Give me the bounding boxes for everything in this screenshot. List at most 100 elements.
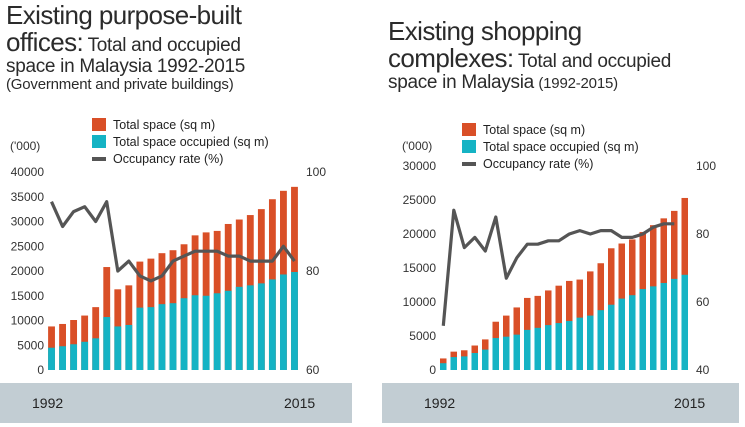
title-rest: Total and occupied xyxy=(517,51,672,73)
occupied-space-bar xyxy=(257,283,265,370)
legend-label: Total space (sq m) xyxy=(113,118,215,132)
occupied-space-bar xyxy=(103,317,111,370)
footer-band xyxy=(0,383,352,423)
occupied-space-bar xyxy=(48,347,55,370)
y-tick-label: 5000 xyxy=(409,329,436,343)
occupied-space-bar xyxy=(534,327,542,370)
occupied-space-bar xyxy=(125,324,133,370)
occupied-space-bar xyxy=(114,326,122,370)
legend-line-swatch xyxy=(462,162,476,166)
occupied-space-bar xyxy=(202,295,210,370)
unit-label: ('000) xyxy=(402,139,432,153)
y-tick-label: 0 xyxy=(429,363,436,377)
occupied-space-bar xyxy=(246,285,254,370)
occupied-space-bar xyxy=(450,357,458,370)
occupied-space-bar xyxy=(158,304,166,370)
legend-label: Total space (sq m) xyxy=(483,123,585,137)
footer-band xyxy=(382,383,739,423)
y-tick-label: 25000 xyxy=(11,239,45,253)
shopping-chart-svg: Total space (sq m) Total space occupied (… xyxy=(382,123,739,423)
occupied-space-bar xyxy=(481,349,489,370)
y-tick-label: 10000 xyxy=(11,314,45,328)
y2-tick-label: 100 xyxy=(306,165,326,179)
y-tick-label: 0 xyxy=(37,363,44,377)
chart-subtitle: (Government and private buildings) xyxy=(6,75,234,93)
offices-chart-svg: Total space (sq m) Total space occupied (… xyxy=(0,118,352,423)
occupied-space-bar xyxy=(618,298,626,370)
title-big-2: offices: xyxy=(6,27,84,58)
legend-label: Total space occupied (sq m) xyxy=(483,140,639,154)
occupied-space-bar xyxy=(136,307,144,370)
x-start-label: 1992 xyxy=(424,395,455,411)
y2-tick-label: 60 xyxy=(696,295,710,309)
occupied-space-bar xyxy=(235,286,243,370)
occupied-space-bar xyxy=(649,286,657,370)
legend-swatch xyxy=(92,118,106,131)
occupied-space-bar xyxy=(523,329,531,370)
offices-chart-panel: Existing purpose-built offices: Total an… xyxy=(0,0,360,427)
occupied-space-bar xyxy=(513,334,521,370)
occupied-space-bar xyxy=(169,303,177,370)
occupied-space-bar xyxy=(639,289,647,370)
occupancy-rate-line xyxy=(441,208,675,326)
y-tick-label: 15000 xyxy=(11,289,45,303)
title-big: Existing purpose-built xyxy=(6,0,242,30)
shopping-chart-title: Existing shopping complexes: Total and o… xyxy=(388,16,672,93)
occupied-space-bar xyxy=(460,356,468,370)
occupied-space-bar xyxy=(70,344,78,370)
occupied-space-bar xyxy=(92,338,100,370)
chart-subtitle: (1992-2015) xyxy=(538,74,618,92)
occupied-space-bar xyxy=(681,274,689,370)
occupied-space-bar xyxy=(555,323,563,370)
legend-label: Total space occupied (sq m) xyxy=(113,135,269,149)
shopping-chart-panel: Existing shopping complexes: Total and o… xyxy=(382,0,745,427)
y-tick-label: 30000 xyxy=(403,159,437,173)
y-tick-label: 10000 xyxy=(403,295,437,309)
occupied-space-bar xyxy=(439,363,447,370)
legend-line-swatch xyxy=(92,157,106,161)
legend-label: Occupancy rate (%) xyxy=(113,152,223,166)
y-tick-label: 20000 xyxy=(403,227,437,241)
occupied-space-bar xyxy=(576,317,584,370)
title-big: Existing shopping xyxy=(388,16,582,46)
x-start-label: 1992 xyxy=(32,395,63,411)
occupied-space-bar xyxy=(565,321,573,370)
title-big-2: complexes: xyxy=(388,43,514,74)
occupied-space-bar xyxy=(670,278,678,370)
occupied-space-bar xyxy=(268,279,276,370)
occupied-space-bar xyxy=(224,290,232,370)
y-tick-label: 30000 xyxy=(11,215,45,229)
occupied-space-bar xyxy=(471,353,479,370)
y-tick-label: 35000 xyxy=(11,190,45,204)
y-tick-label: 25000 xyxy=(403,193,437,207)
occupied-space-bar xyxy=(502,336,510,370)
title-line3: space in Malaysia xyxy=(388,71,534,93)
occupied-space-bar xyxy=(191,295,199,370)
occupied-space-bar xyxy=(597,310,605,370)
occupied-space-bar xyxy=(291,271,298,370)
legend-swatch xyxy=(92,135,106,148)
occupied-space-bar xyxy=(660,282,668,370)
y-tick-label: 20000 xyxy=(11,264,45,278)
occupied-space-bar xyxy=(280,274,287,370)
x-end-label: 2015 xyxy=(284,395,315,411)
y2-tick-label: 40 xyxy=(696,363,710,377)
occupied-space-bar xyxy=(180,298,188,370)
y2-tick-label: 80 xyxy=(696,227,710,241)
occupancy-rate-line xyxy=(50,200,296,283)
occupied-space-bar xyxy=(586,315,594,370)
title-line3: space in Malaysia 1992-2015 xyxy=(6,55,246,77)
y-tick-label: 40000 xyxy=(11,165,45,179)
occupied-space-bar xyxy=(628,295,636,370)
unit-label: ('000) xyxy=(10,139,40,153)
occupied-space-bar xyxy=(59,346,66,370)
legend-label: Occupancy rate (%) xyxy=(483,157,593,171)
occupied-space-bar xyxy=(544,325,552,370)
occupied-space-bar xyxy=(147,307,155,370)
offices-chart-title: Existing purpose-built offices: Total an… xyxy=(6,0,246,93)
occupied-space-bar xyxy=(492,338,500,370)
y2-tick-label: 100 xyxy=(696,159,716,173)
title-rest: Total and occupied xyxy=(87,35,241,57)
y2-tick-label: 80 xyxy=(306,264,320,278)
y-tick-label: 15000 xyxy=(403,261,437,275)
